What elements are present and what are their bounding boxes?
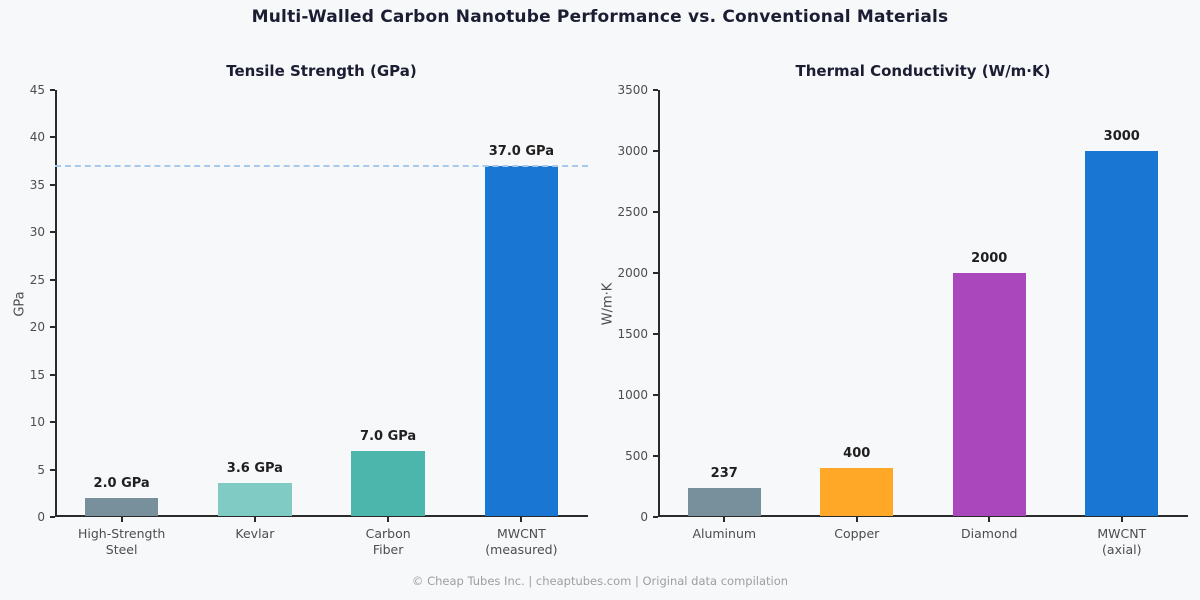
y-tick-label: 30 xyxy=(29,225,45,240)
y-tick-mark xyxy=(653,394,658,396)
y-tick-mark xyxy=(50,421,55,424)
bar-value-label: 2.0 GPa xyxy=(93,476,150,492)
y-tick-label: 5 xyxy=(37,462,45,477)
y-tick-label: 25 xyxy=(29,272,45,287)
x-tick-mark xyxy=(1120,517,1123,522)
y-tick-mark xyxy=(50,231,55,234)
y-tick-label: 2500 xyxy=(617,205,648,219)
y-tick-mark xyxy=(50,468,55,471)
y-tick-mark xyxy=(50,136,55,139)
y-tick-label: 1500 xyxy=(617,327,648,341)
x-category-label: MWCNT (measured) xyxy=(485,526,558,557)
y-tick-mark xyxy=(653,455,658,457)
y-tick-label: 35 xyxy=(29,177,45,192)
x-category-label: Diamond xyxy=(961,526,1018,541)
bar-high-strength-steel xyxy=(84,498,159,516)
bar-value-label: 3.6 GPa xyxy=(226,460,283,476)
y-tick-mark xyxy=(50,183,55,186)
y-tick-mark xyxy=(50,516,55,518)
y-tick-label: 2000 xyxy=(617,266,648,280)
y-tick-label: 10 xyxy=(29,415,45,430)
y-tick-mark xyxy=(653,150,658,152)
plot-area xyxy=(658,90,1188,517)
y-tick-label: 3500 xyxy=(617,83,648,97)
x-tick-mark xyxy=(253,517,256,522)
bar-copper xyxy=(820,468,894,516)
footer-credit: © Cheap Tubes Inc. | cheaptubes.com | Or… xyxy=(411,574,789,588)
x-category-label: Kevlar xyxy=(235,526,275,541)
x-tick-mark xyxy=(723,517,726,522)
x-category-label: Copper xyxy=(834,526,880,541)
bar-value-label: 3000 xyxy=(1103,129,1140,144)
chart-title: Tensile Strength (GPa) xyxy=(226,62,417,80)
y-tick-label: 15 xyxy=(29,367,45,382)
y-tick-mark xyxy=(653,516,658,518)
y-tick-label: 3000 xyxy=(617,144,648,158)
x-category-label: High-Strength Steel xyxy=(77,526,166,557)
y-tick-label: 500 xyxy=(625,449,648,463)
x-tick-mark xyxy=(120,517,123,522)
y-tick-label: 0 xyxy=(640,510,648,524)
plot-area xyxy=(55,90,588,517)
y-tick-label: 45 xyxy=(29,83,45,97)
y-tick-mark xyxy=(653,333,658,335)
page-title: Multi-Walled Carbon Nanotube Performance… xyxy=(251,7,949,27)
y-tick-mark xyxy=(50,278,55,281)
y-tick-label: 40 xyxy=(29,130,45,145)
x-tick-mark xyxy=(387,517,390,522)
x-tick-mark xyxy=(520,517,523,522)
y-axis-label: GPa xyxy=(12,290,28,317)
bar-value-label: 400 xyxy=(843,446,871,462)
bar-mwcnt-measured- xyxy=(484,165,558,516)
y-tick-mark xyxy=(50,89,55,91)
bar-kevlar xyxy=(218,482,292,516)
bar-value-label: 237 xyxy=(710,466,738,482)
y-tick-label: 1000 xyxy=(617,388,648,402)
y-tick-label: 20 xyxy=(29,320,45,335)
bar-value-label: 37.0 GPa xyxy=(488,143,554,159)
y-axis-label: W/m·K xyxy=(600,282,616,325)
bar-value-label: 7.0 GPa xyxy=(360,428,417,444)
y-tick-mark xyxy=(653,89,658,91)
y-tick-label: 0 xyxy=(37,510,45,524)
bar-aluminum xyxy=(687,488,761,516)
x-tick-mark xyxy=(988,517,991,522)
x-category-label: Carbon Fiber xyxy=(365,526,411,557)
x-category-label: MWCNT (axial) xyxy=(1097,526,1147,557)
x-category-label: Aluminum xyxy=(692,526,757,541)
reference-line xyxy=(55,164,588,167)
bar-diamond xyxy=(952,273,1026,516)
y-tick-mark xyxy=(653,211,658,213)
y-tick-mark xyxy=(50,373,55,376)
y-tick-mark xyxy=(653,272,658,274)
bar-value-label: 2000 xyxy=(971,251,1008,266)
y-tick-mark xyxy=(50,326,55,329)
bar-carbon-fiber xyxy=(351,450,425,516)
bar-mwcnt-axial- xyxy=(1085,151,1159,516)
x-tick-mark xyxy=(855,517,858,522)
chart-title: Thermal Conductivity (W/m·K) xyxy=(795,62,1051,80)
